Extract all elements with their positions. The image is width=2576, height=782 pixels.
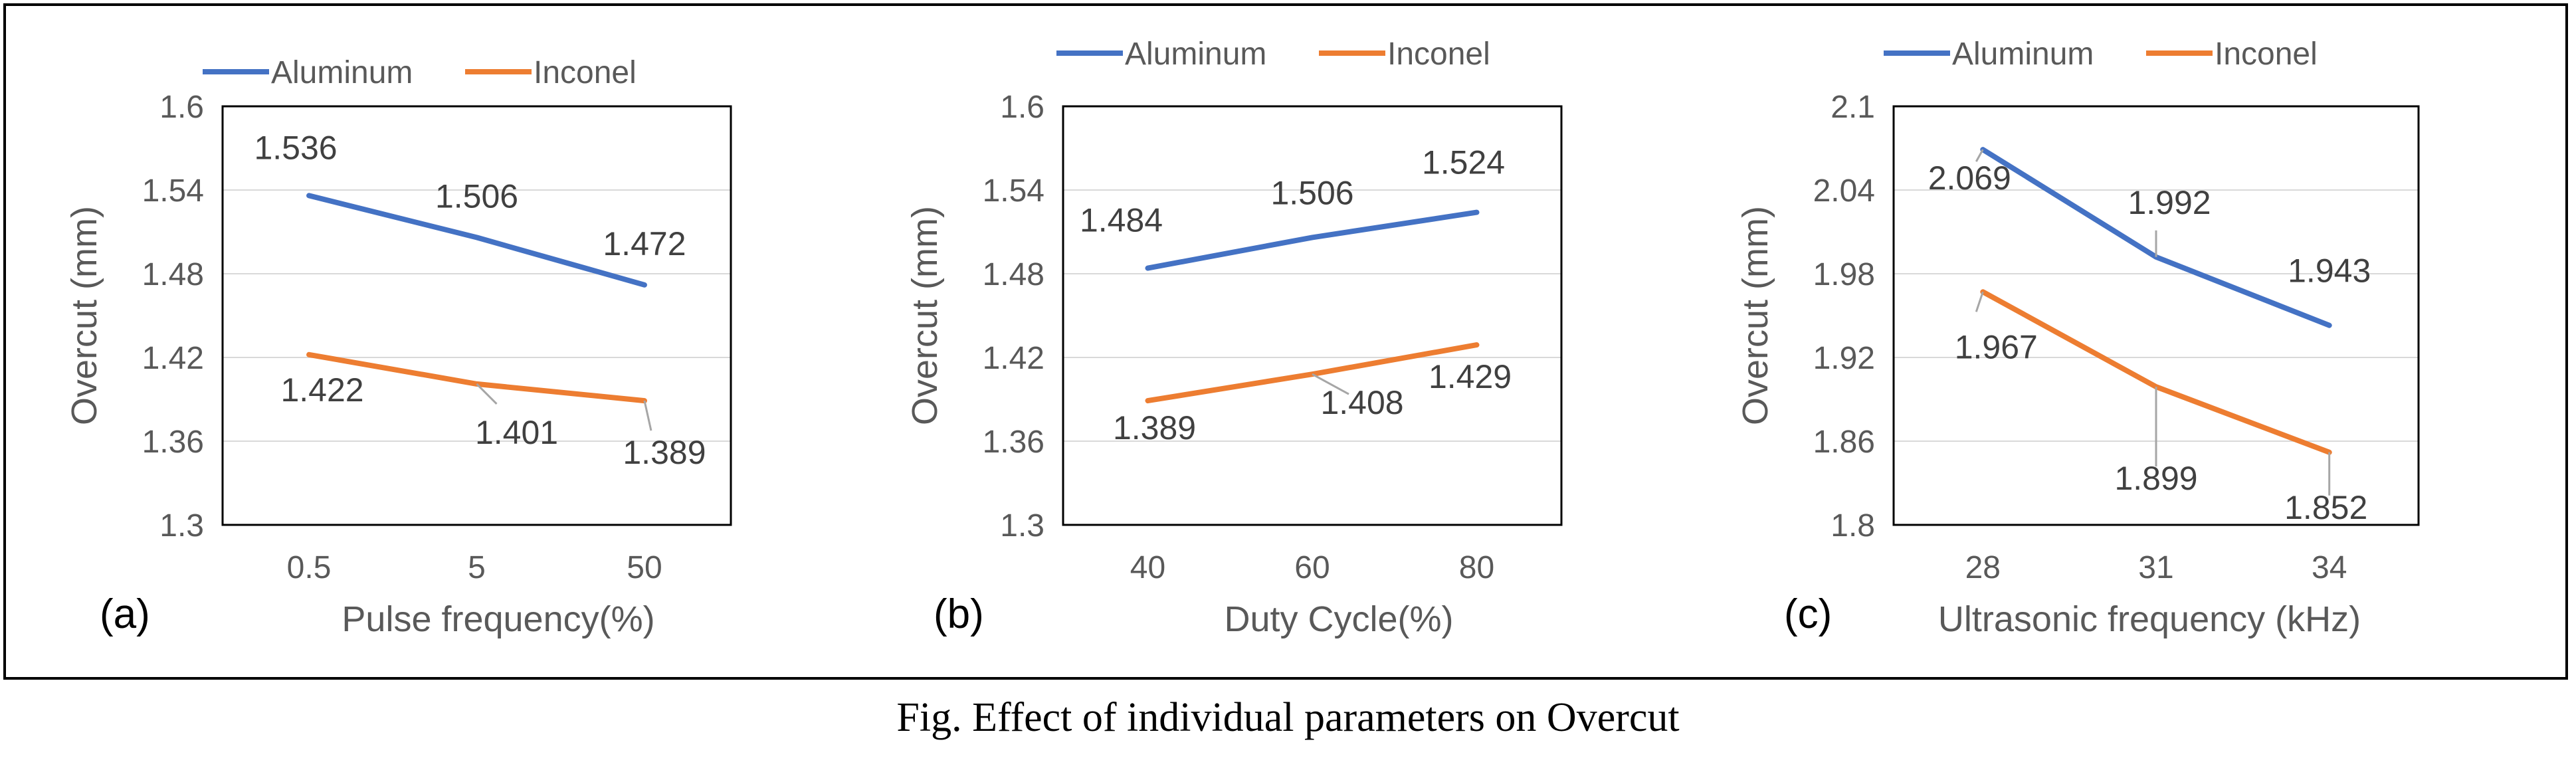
y-tick-label-0-5: 1.6 [159,90,204,125]
data-label-0-0-0: 1.536 [254,129,337,166]
data-label-1-1-1: 1.408 [1320,384,1403,421]
x-tick-label-2-1: 31 [2138,550,2173,585]
plot-border-0 [221,105,732,526]
data-label-0-0-2: 1.472 [603,225,686,262]
x-axis-title-2: Ultrasonic frequency (kHz) [1938,599,2361,639]
y-tick-label-1-0: 1.3 [1000,508,1044,543]
x-tick-label-2-0: 28 [1965,550,2001,585]
leader-line-2-0-0 [1975,149,1984,162]
y-tick-label-1-5: 1.6 [1000,90,1044,125]
y-tick-label-0-4: 1.54 [142,173,204,209]
x-tick-label-1-0: 40 [1130,550,1165,585]
x-axis-title-0: Pulse frequency(%) [342,599,654,639]
y-tick-label-0-2: 1.42 [142,341,204,376]
data-label-1-1-0: 1.389 [1113,409,1196,446]
series-line-1-0 [1145,209,1480,271]
data-label-1-0-2: 1.524 [1422,144,1505,181]
y-axis-title-2: Overcut (mm) [1735,206,1775,425]
data-label-2-0-1: 1.992 [2128,184,2211,221]
y-tick-label-0-1: 1.36 [142,425,204,460]
y-tick-label-2-1: 1.86 [1813,425,1875,460]
data-label-2-0-0: 2.069 [1928,159,2011,197]
plot-border-2 [1892,105,2420,526]
y-tick-label-0-3: 1.48 [142,257,204,292]
y-tick-label-2-2: 1.92 [1813,341,1875,376]
x-axis-title-1: Duty Cycle(%) [1224,599,1453,639]
panel-label-0: (a) [100,591,150,637]
data-label-0-1-0: 1.422 [280,371,363,409]
data-label-2-0-2: 1.943 [2288,252,2371,290]
data-label-2-1-2: 1.852 [2284,489,2367,526]
leader-line-0-1-2 [643,400,652,431]
y-tick-label-2-0: 1.8 [1831,508,1875,543]
y-tick-label-0-0: 1.3 [159,508,204,543]
series-line-1-1 [1145,342,1480,404]
y-axis-title-1: Overcut (mm) [905,206,945,425]
panel-label-1: (b) [934,591,984,637]
data-label-1-1-2: 1.429 [1429,358,1512,395]
leader-line-0-1-1 [476,383,498,405]
data-label-2-1-0: 1.967 [1955,328,2038,365]
legend-label-2-1: Inconel [2215,37,2318,72]
y-tick-label-2-3: 1.98 [1813,257,1875,292]
legend-label-1-0: Aluminum [1125,37,1266,72]
data-label-0-0-1: 1.506 [435,177,518,215]
leader-line-1-1-1 [1312,373,1349,395]
x-tick-label-0-0: 0.5 [287,550,332,585]
y-tick-label-2-4: 2.04 [1813,173,1875,209]
y-tick-label-1-2: 1.42 [983,341,1044,376]
y-tick-label-1-1: 1.36 [983,425,1044,460]
y-tick-label-1-4: 1.54 [983,173,1044,209]
data-label-0-1-1: 1.401 [475,414,558,451]
leader-line-2-1-0 [1975,291,1984,312]
series-line-0-0 [306,193,647,288]
y-tick-label-2-5: 2.1 [1831,90,1875,125]
plot-border-1 [1062,105,1563,526]
panel-label-2: (c) [1784,591,1832,637]
legend-label-0-0: Aluminum [271,55,413,90]
data-label-0-1-2: 1.389 [623,434,706,471]
x-tick-label-1-1: 60 [1294,550,1330,585]
figure-caption: Fig. Effect of individual parameters on … [896,695,1680,740]
x-tick-label-0-1: 5 [468,550,486,585]
legend-label-1-1: Inconel [1387,37,1490,72]
legend-label-0-1: Inconel [534,55,637,90]
y-axis-title-0: Overcut (mm) [64,206,104,425]
data-label-2-1-1: 1.899 [2114,460,2197,497]
x-tick-label-2-2: 34 [2312,550,2347,585]
x-tick-label-0-2: 50 [627,550,662,585]
x-tick-label-1-2: 80 [1459,550,1494,585]
y-tick-label-1-3: 1.48 [983,257,1044,292]
data-label-1-0-1: 1.506 [1270,174,1353,211]
figure-frame [3,3,2568,680]
data-label-1-0-0: 1.484 [1080,202,1163,239]
legend-label-2-0: Aluminum [1952,37,2094,72]
